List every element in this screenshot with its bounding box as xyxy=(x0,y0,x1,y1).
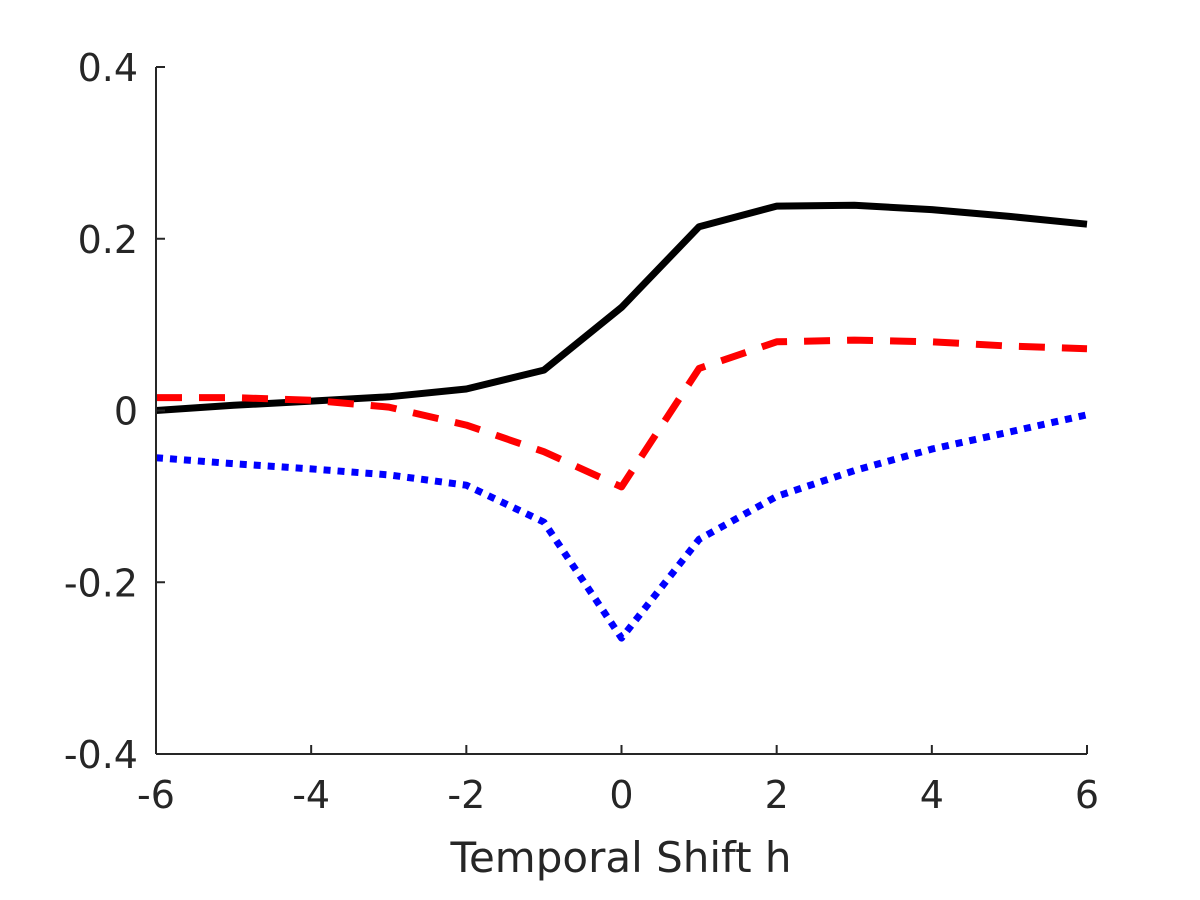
plot-area xyxy=(155,201,1088,642)
series-line-dashed xyxy=(156,336,1088,491)
x-axis-title: Temporal Shift h xyxy=(449,833,791,882)
y-tick-label: -0.2 xyxy=(64,561,138,605)
x-tick-label: -2 xyxy=(447,773,485,817)
y-tick-label: 0 xyxy=(114,390,138,434)
x-tick-label: -6 xyxy=(137,773,175,817)
series-line-dotted xyxy=(155,411,1088,642)
y-tick-label: -0.4 xyxy=(64,733,138,777)
x-tick-label: 2 xyxy=(765,773,789,817)
ticks: -6 -4 -2 0 2 4 6 -0.4 -0.2 0 0.2 0.4 xyxy=(64,46,1099,817)
x-tick-label: 0 xyxy=(609,773,633,817)
y-tick-label: 0.4 xyxy=(78,46,138,90)
x-tick-label: -4 xyxy=(292,773,330,817)
y-tick-label: 0.2 xyxy=(78,218,138,262)
series-line-solid xyxy=(155,201,1088,414)
axes xyxy=(155,67,1087,755)
x-tick-label: 4 xyxy=(920,773,944,817)
x-tick-label: 6 xyxy=(1075,773,1099,817)
